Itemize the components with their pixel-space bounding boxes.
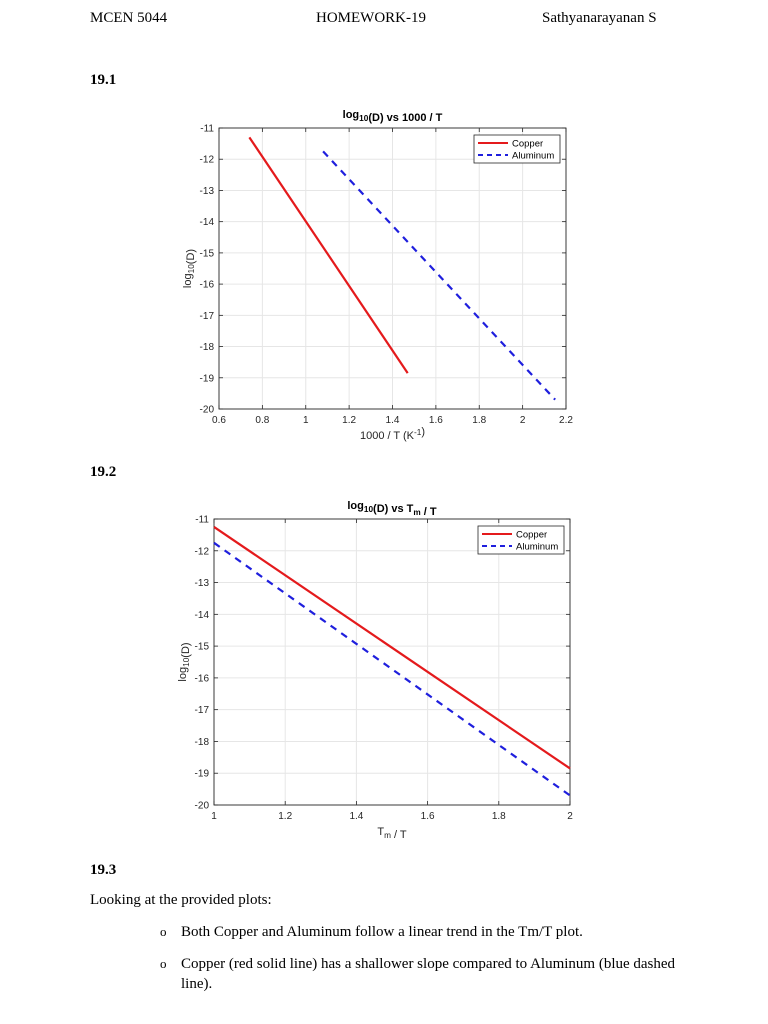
x-tick-label: 1 [303,415,309,426]
x-tick-label: 1.8 [472,415,486,426]
legend-label: Aluminum [516,542,558,553]
section-19-1: 19.1 [90,72,117,88]
chart-2-svg: 1 1.2 1.4 1.6 1.8 2 -11 -12 -13 -14 -15 -16 -17 -18 -1… [177,500,573,841]
course-code: MCEN 5044 [90,10,168,26]
x-tick-label: 0.6 [212,415,226,426]
legend-box [473,134,561,164]
section-19-2: 19.2 [90,464,117,480]
x-tick-label: 1.6 [421,811,435,822]
y-tick-label: -17 [195,705,210,716]
x-axis-label: Tm / T [377,826,407,841]
list-item: o Copper (red solid line) has a shallower… [160,954,690,994]
circle-bullet-icon: o [160,924,167,939]
y-tick-label: -18 [200,342,215,353]
y-tick-label: -15 [195,642,210,653]
plot-frame [213,518,571,806]
assignment-title: HOMEWORK-19 [316,10,426,26]
y-tick-label: -19 [195,769,210,780]
chart-title: log10(D) vs Tm / T [347,500,437,518]
legend-label: Copper [512,139,543,150]
x-tick-label: 1 [211,811,217,822]
x-tick-label: 2 [520,415,526,426]
y-tick-label: -16 [200,280,215,291]
y-tick-label: -11 [200,124,214,135]
y-tick-label: -11 [195,515,209,526]
x-tick-label: 1.6 [429,415,443,426]
legend-label: Copper [516,530,547,541]
x-tick-label: 1.8 [492,811,506,822]
x-tick-label: 1.2 [278,811,292,822]
y-tick-label: -14 [200,217,215,228]
chart-tm-over-t: 1 1.2 1.4 1.6 1.8 2 -11 -12 -13 -14 -15 -16 -17 -18 -1… [0,460,768,860]
y-tick-label: -19 [200,373,215,384]
plot-frame [218,127,567,410]
y-tick-label: -20 [200,405,215,416]
bullet-text: Copper (red solid line) has a shallower … [181,956,676,992]
x-tick-label: 2.2 [559,415,573,426]
y-axis-label: log10(D) [177,642,192,681]
series-line-aluminum [322,150,556,401]
chart-1000-over-t: 0.6 0.8 1 1.2 1.4 1.6 1.8 2 2.2 -11 -12 -13 -14 -15 -1… [0,0,768,460]
chart-title: log10(D) vs 1000 / T [343,109,443,124]
y-tick-label: -13 [200,186,215,197]
y-tick-label: -12 [195,546,210,557]
bullet-text: Both Copper and Aluminum follow a linear… [181,924,583,940]
x-tick-label: 1.4 [386,415,400,426]
x-tick-label: 2 [567,811,573,822]
y-tick-label: -15 [200,248,215,259]
series-line-copper [248,136,409,374]
x-tick-label: 0.8 [255,415,269,426]
author-name: Sathyanarayanan S [542,10,657,26]
y-tick-label: -20 [195,801,210,812]
circle-bullet-icon: o [160,956,167,971]
y-tick-label: -18 [195,737,210,748]
legend-box [477,525,565,555]
x-axis-label: 1000 / T (K-1) [360,426,425,442]
x-tick-label: 1.4 [349,811,363,822]
y-tick-label: -17 [200,311,215,322]
list-item: o Both Copper and Aluminum follow a linea… [160,922,690,942]
section-19-3: 19.3 [90,862,117,878]
chart-1-svg: 0.6 0.8 1 1.2 1.4 1.6 1.8 2 2.2 -11 -12 -13 -14 -15 -1… [182,109,573,442]
series-line-copper [213,526,571,770]
intro-text: Looking at the provided plots: [90,892,272,908]
y-axis-label: log10(D) [182,249,197,288]
y-tick-label: -12 [200,155,215,166]
y-tick-label: -14 [195,610,210,621]
x-tick-label: 1.2 [342,415,356,426]
legend-label: Aluminum [512,151,554,162]
observations-list: o Both Copper and Aluminum follow a linea… [160,922,690,1006]
y-tick-label: -16 [195,673,210,684]
y-tick-label: -13 [195,578,210,589]
